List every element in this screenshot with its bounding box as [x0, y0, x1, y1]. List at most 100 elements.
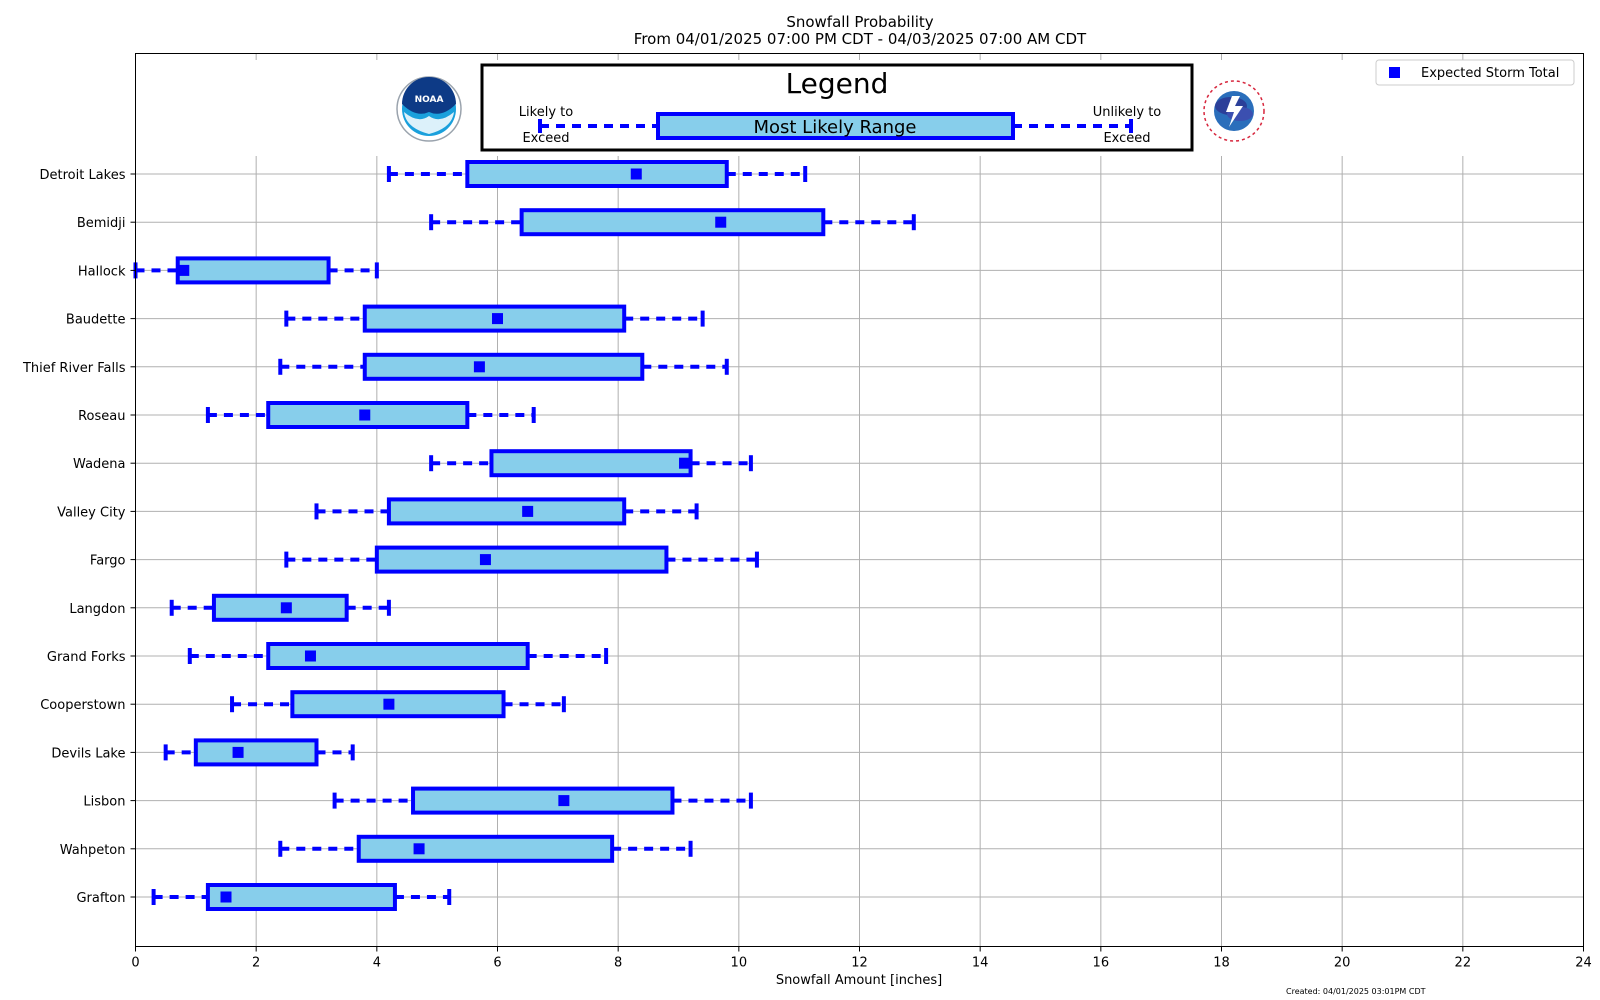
expected-marker	[359, 409, 371, 421]
y-tick-label: Detroit Lakes	[39, 168, 125, 183]
created-timestamp: Created: 04/01/2025 03:01PM CDT	[1286, 987, 1426, 996]
expected-marker	[473, 361, 485, 373]
legend-likely-label: Likely to	[519, 105, 573, 120]
legend-title: Legend	[786, 67, 889, 100]
x-tick-label: 8	[614, 956, 622, 971]
nws-logo	[1203, 80, 1265, 142]
likely-range-box	[290, 690, 506, 719]
noaa-logo-text: NOAA	[415, 95, 444, 105]
y-tick-label: Wadena	[73, 457, 125, 472]
location-row	[169, 593, 391, 622]
y-tick-label: Roseau	[78, 409, 125, 424]
x-tick-label: 0	[131, 956, 139, 971]
likely-range-box	[193, 738, 319, 767]
x-tick-label: 2	[252, 956, 260, 971]
likely-range-box	[386, 497, 627, 526]
x-axis-label: Snowfall Amount [inches]	[776, 973, 942, 988]
y-tick-label: Wahpeton	[60, 843, 126, 858]
x-tick-label: 18	[1213, 956, 1230, 971]
expected-marker	[558, 795, 570, 807]
location-row	[278, 834, 693, 863]
location-row	[386, 160, 808, 188]
location-row	[332, 786, 753, 815]
x-tick-label: 20	[1334, 956, 1351, 971]
likely-range-box	[205, 883, 397, 911]
x-tick-label: 24	[1575, 956, 1592, 971]
location-row	[284, 545, 759, 574]
expected-marker	[220, 891, 232, 903]
legend-likely-label2: Exceed	[522, 131, 569, 146]
y-tick-label: Devils Lake	[51, 746, 125, 761]
expected-marker	[413, 843, 425, 855]
grid-layer	[135, 53, 1584, 947]
likely-range-box	[519, 208, 826, 237]
y-tick-label: Hallock	[78, 264, 126, 279]
expected-marker	[679, 457, 691, 469]
legend-range-box	[656, 112, 1015, 140]
x-tick-label: 4	[373, 956, 381, 971]
likely-range-box	[465, 160, 729, 188]
expected-marker	[383, 698, 395, 710]
x-tick-label: 16	[1093, 956, 1110, 971]
likely-range-box	[211, 593, 349, 622]
expected-marker	[715, 216, 727, 228]
location-row	[429, 208, 916, 237]
box-layer	[133, 160, 916, 911]
marker-legend-frame	[1375, 59, 1575, 86]
likely-range-box	[175, 256, 331, 285]
location-row	[151, 883, 452, 911]
expected-marker	[630, 168, 642, 180]
location-row	[278, 352, 729, 381]
x-tick-label: 10	[731, 956, 748, 971]
marker-legend-label: Expected Storm Total	[1421, 66, 1559, 81]
likely-range-box	[356, 834, 615, 863]
plot-frame	[135, 53, 1584, 947]
likely-range-box	[374, 545, 669, 574]
expected-marker	[304, 650, 316, 662]
location-row	[230, 690, 566, 719]
location-row	[187, 642, 609, 670]
legend-box	[480, 63, 1194, 152]
expected-marker	[178, 264, 190, 276]
location-row	[163, 738, 355, 767]
y-tick-label: Baudette	[66, 313, 126, 328]
location-row	[429, 449, 753, 478]
likely-range-box	[411, 786, 675, 815]
legend-range-label: Most Likely Range	[753, 117, 916, 138]
marker-legend: Expected Storm Total	[1375, 59, 1575, 86]
chart-title: Snowfall Probability	[786, 13, 933, 31]
y-tick-label: Grand Forks	[47, 650, 126, 665]
x-tick-label: 12	[851, 956, 868, 971]
y-tick-label: Langdon	[69, 602, 125, 617]
y-tick-label: Fargo	[90, 554, 126, 569]
y-tick-label: Cooperstown	[40, 698, 125, 713]
x-tick-label: 6	[493, 956, 501, 971]
likely-range-box	[362, 352, 645, 381]
x-tick-label: 22	[1455, 956, 1472, 971]
chart-subtitle: From 04/01/2025 07:00 PM CDT - 04/03/202…	[634, 30, 1087, 48]
legend-unlikely-label: Unlikely to	[1093, 105, 1162, 120]
expected-marker	[479, 554, 491, 566]
y-tick-label: Valley City	[57, 505, 126, 520]
expected-marker	[492, 313, 503, 325]
location-row	[133, 256, 379, 285]
expected-marker	[280, 602, 292, 614]
location-row	[205, 401, 536, 429]
y-tick-label: Grafton	[76, 891, 125, 906]
location-row	[314, 497, 699, 526]
expected-marker	[522, 505, 534, 517]
y-tick-label: Bemidji	[77, 216, 126, 231]
range-legend: Legend Likely to Exceed Unlikely to Exce…	[138, 60, 1580, 156]
y-tick-label: Thief River Falls	[22, 361, 126, 376]
y-tick-label: Lisbon	[83, 795, 125, 810]
expected-marker	[232, 746, 244, 758]
location-row	[284, 304, 705, 333]
legend-unlikely-label2: Exceed	[1103, 131, 1150, 146]
marker-legend-swatch	[1389, 67, 1400, 78]
likely-range-box	[489, 449, 693, 478]
x-tick-label: 14	[972, 956, 989, 971]
noaa-logo: NOAA	[396, 76, 462, 142]
